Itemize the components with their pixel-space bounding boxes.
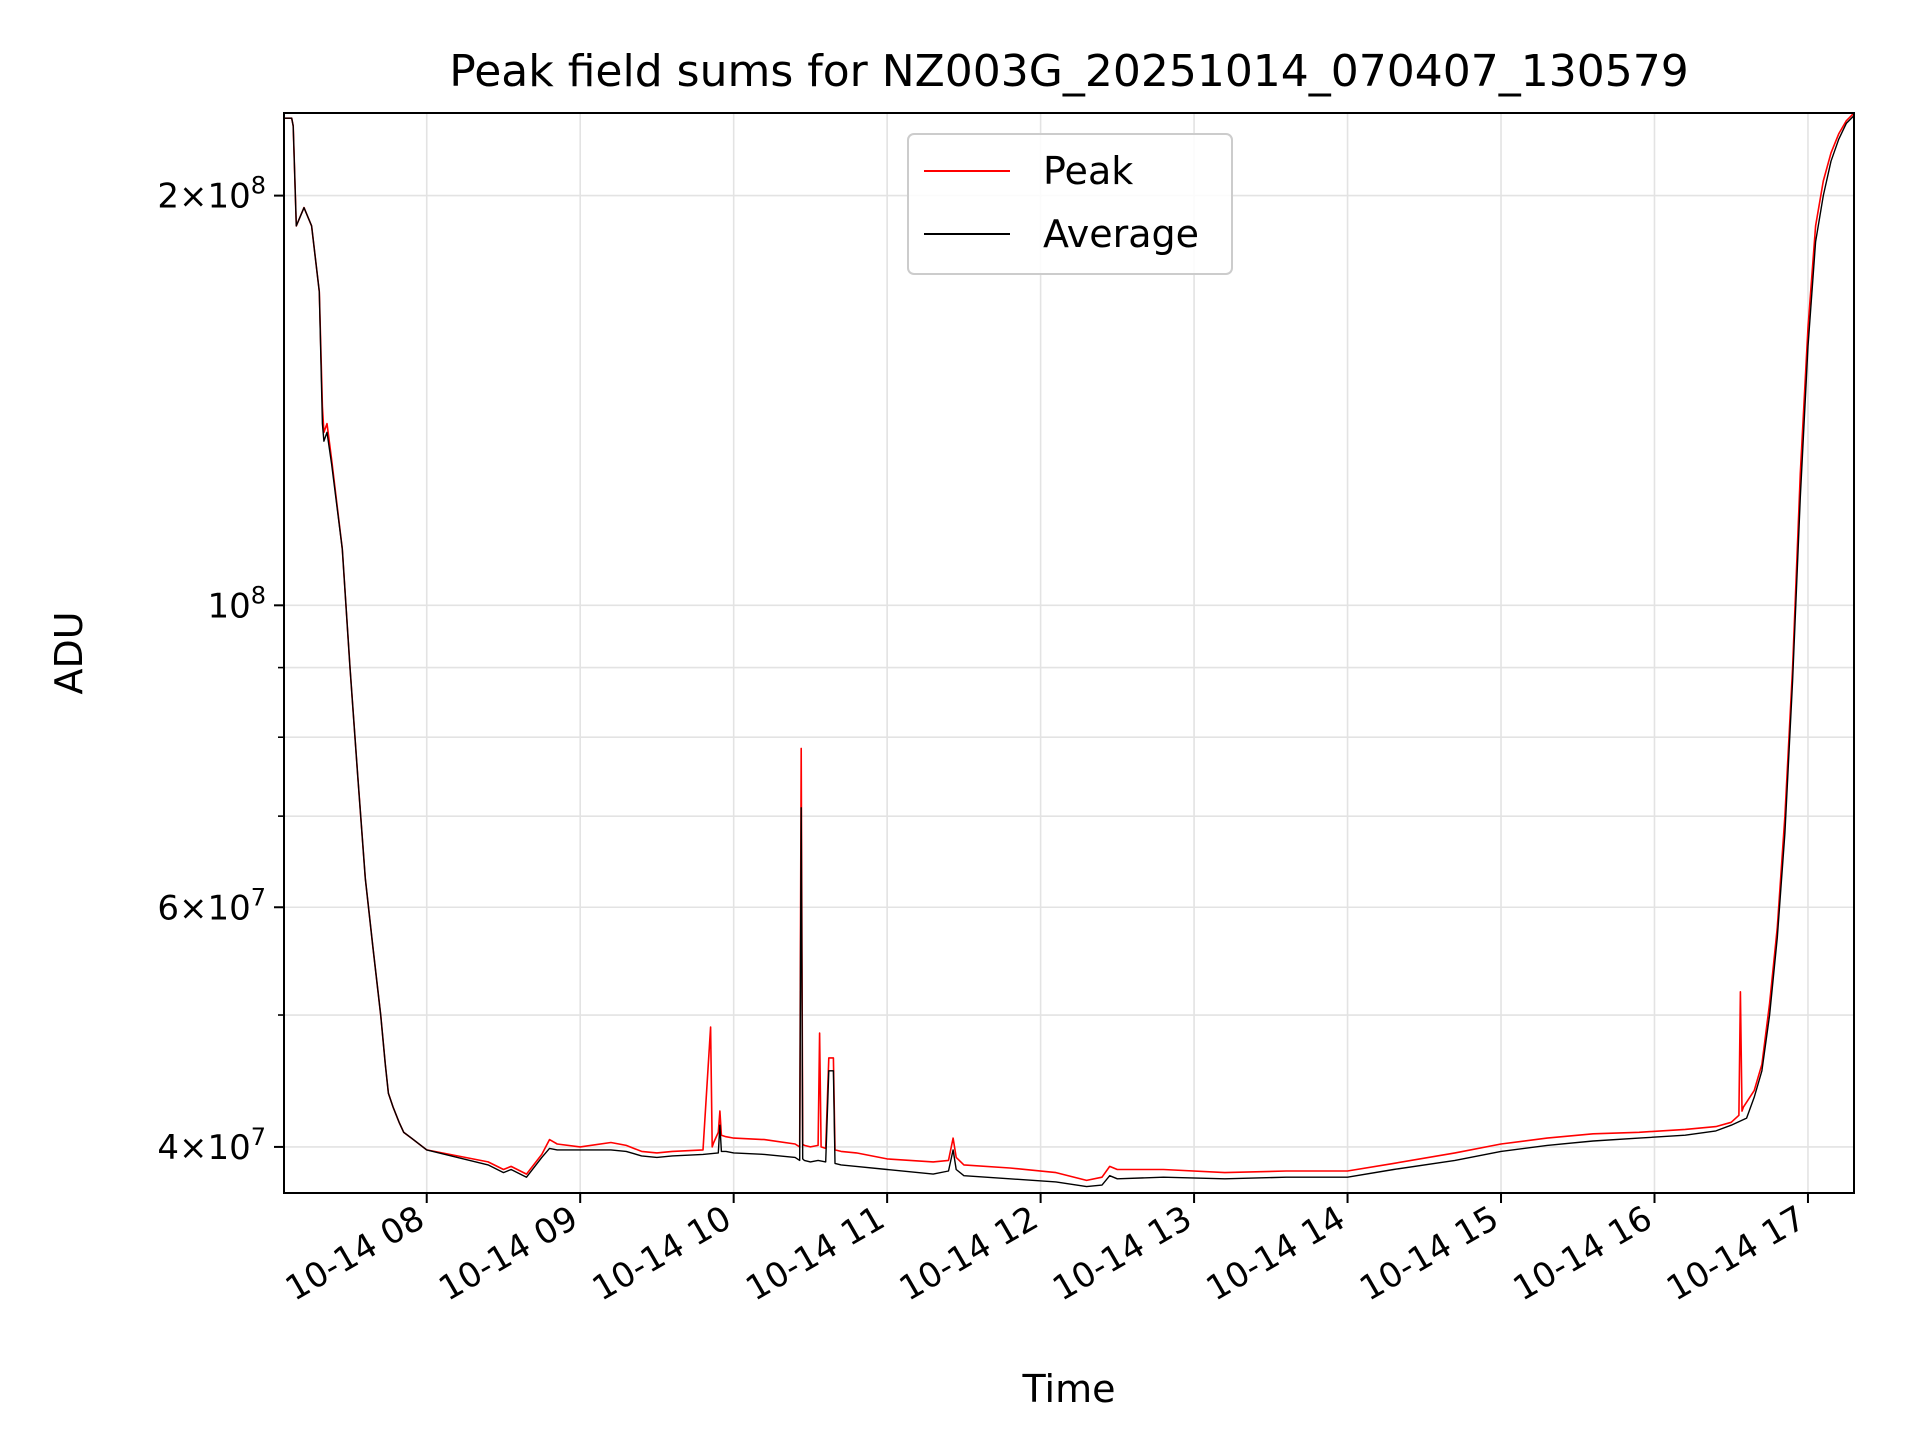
- chart-title: Peak field sums for NZ003G_20251014_0704…: [449, 46, 1688, 97]
- y-tick-label: 6×107: [157, 883, 266, 928]
- plot-frame: [283, 112, 1855, 1194]
- series-line-average: [284, 115, 1854, 1188]
- series-lines: [284, 113, 1854, 1188]
- y-tick-label: 4×107: [157, 1123, 266, 1168]
- y-tick-label: 108: [207, 581, 266, 626]
- legend-average-label: Average: [1043, 212, 1199, 256]
- y-tick-label: 2×108: [157, 172, 266, 217]
- legend-peak-label: Peak: [1043, 149, 1133, 193]
- legend-box: [907, 133, 1233, 275]
- x-axis-label: Time: [1022, 1367, 1116, 1411]
- legend: Peak Average: [907, 133, 1233, 275]
- y-axis-label: ADU: [47, 611, 91, 694]
